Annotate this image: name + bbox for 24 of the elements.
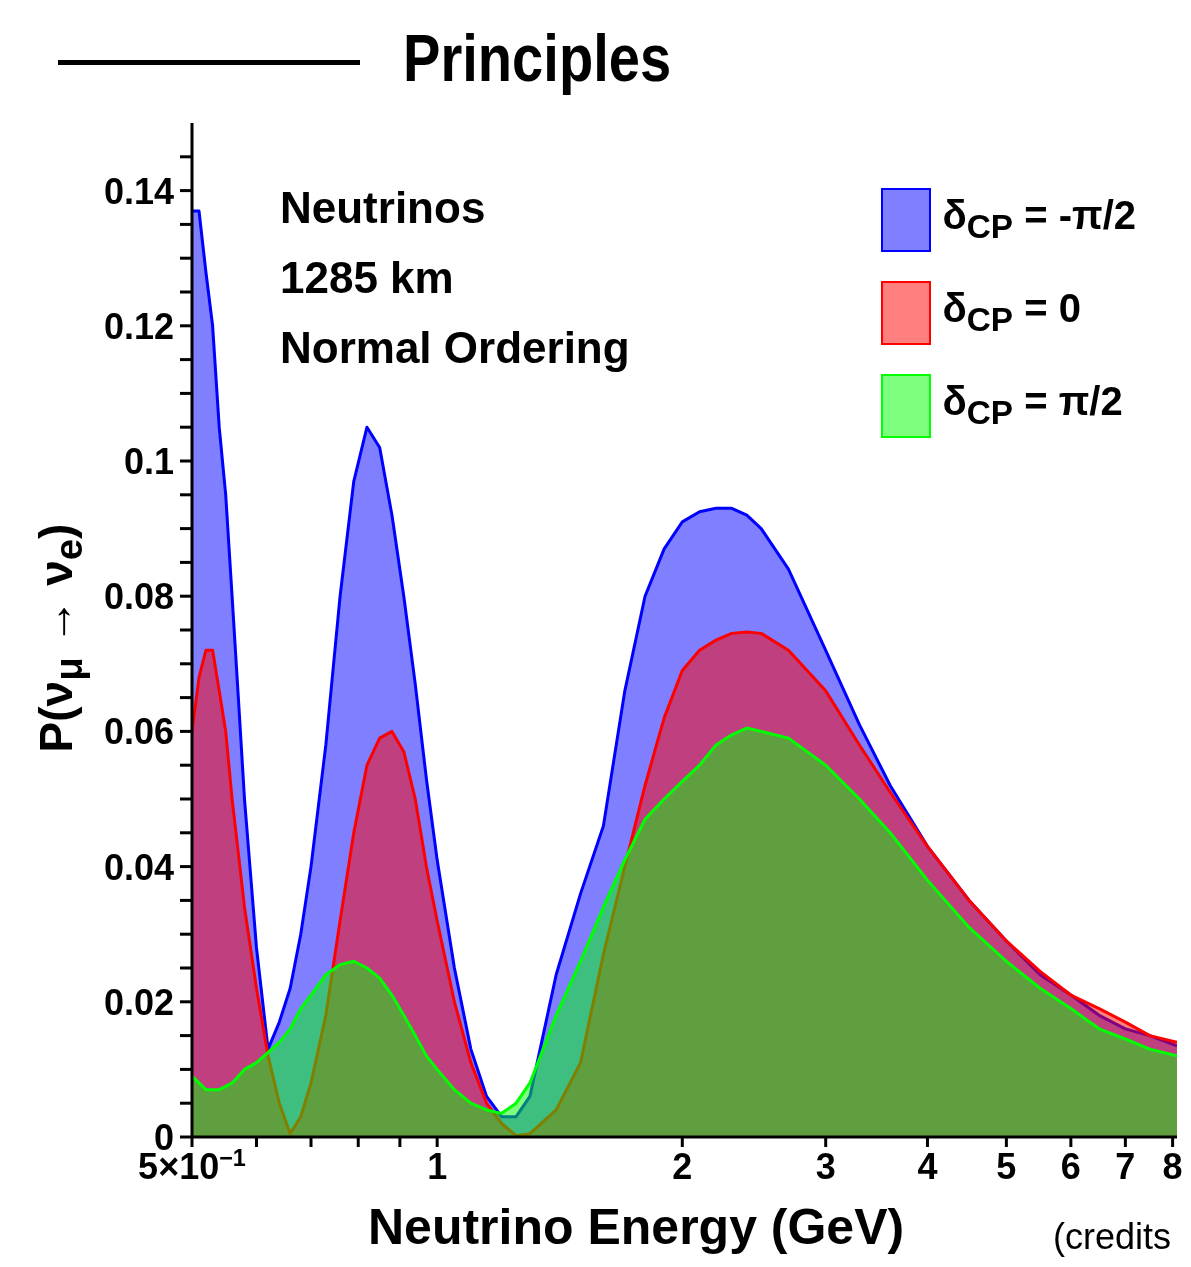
x-tick-label: 7 <box>1115 1146 1136 1187</box>
x-tick-label: 4 <box>917 1146 938 1187</box>
x-tick-label: 2 <box>672 1146 693 1187</box>
y-tick-label: 0.14 <box>103 170 174 212</box>
chart-title: Principles <box>403 20 672 96</box>
x-tick-label: 5 <box>996 1146 1017 1187</box>
x-tick-label: 1 <box>427 1146 448 1187</box>
y-tick-label: 0.06 <box>103 711 174 753</box>
y-tick-label: 0.1 <box>123 441 174 482</box>
annotation: 1285 km <box>280 252 455 304</box>
y-tick-label: 0.04 <box>103 846 174 888</box>
y-tick-label: 0.08 <box>103 576 174 618</box>
legend-label: δ$_{CP}$ = π/2 <box>942 379 1123 432</box>
annotation: Neutrinos <box>280 182 487 234</box>
x-tick-label: 8 <box>1162 1146 1183 1187</box>
y-tick-label: 0.02 <box>103 981 174 1023</box>
y-tick-label: 0.12 <box>103 305 174 347</box>
x-tick-label: 6 <box>1060 1146 1081 1187</box>
annotation: Normal Ordering <box>280 322 630 374</box>
legend-label: δ$_{CP}$ = 0 <box>942 286 1081 339</box>
text: (credits <box>1053 1216 1172 1258</box>
legend-label: δ$_{CP}$ = -π/2 <box>942 193 1136 246</box>
x-axis-title: Neutrino Energy (GeV) <box>368 1198 905 1256</box>
x-tick-label: 3 <box>815 1146 836 1187</box>
